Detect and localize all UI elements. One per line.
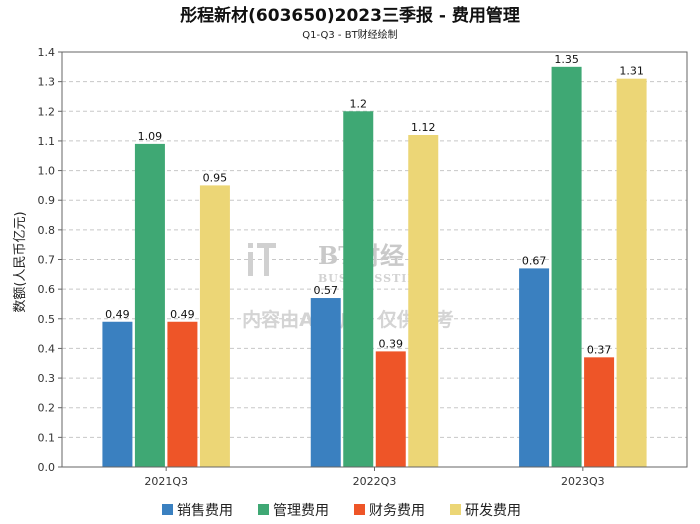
data-label: 0.37 — [587, 343, 612, 356]
legend-label: 财务费用 — [369, 503, 425, 519]
x-axis-ticks: 2021Q3 2022Q3 2023Q3 — [144, 467, 605, 488]
y-tick-label: 0.8 — [38, 224, 56, 237]
legend-label: 研发费用 — [465, 503, 521, 519]
bars — [102, 66, 647, 468]
legend-swatch — [258, 504, 269, 515]
y-tick-label: 0.6 — [38, 283, 56, 296]
y-tick-label: 0.3 — [38, 372, 56, 385]
bar — [519, 268, 550, 467]
y-tick-label: 0.7 — [38, 254, 56, 267]
bar — [584, 357, 615, 467]
data-label: 0.67 — [522, 254, 547, 267]
y-tick-label: 1.2 — [38, 105, 56, 118]
data-label: 0.39 — [379, 337, 404, 350]
legend-swatch — [354, 504, 365, 515]
bar — [551, 66, 582, 468]
chart-title: 彤程新材(603650)2023三季报 - 费用管理 — [180, 5, 520, 26]
data-label: 0.49 — [105, 308, 130, 321]
data-label: 0.95 — [203, 171, 228, 184]
y-tick-label: 0.5 — [38, 313, 56, 326]
chart-subtitle: Q1-Q3 - BT财经绘制 — [302, 28, 397, 41]
data-label: 1.09 — [138, 130, 163, 143]
y-tick-label: 0.9 — [38, 194, 56, 207]
legend-label: 管理费用 — [273, 503, 329, 519]
y-tick-label: 1.4 — [38, 46, 56, 59]
y-tick-label: 0.1 — [38, 431, 56, 444]
y-tick-label: 1.1 — [38, 135, 56, 148]
bar — [167, 321, 198, 467]
x-tick-label: 2022Q3 — [353, 475, 397, 488]
data-label: 1.2 — [350, 97, 368, 110]
bar — [102, 321, 133, 467]
bt-logo-icon — [248, 243, 276, 276]
legend-label: 销售费用 — [177, 503, 233, 519]
bar — [310, 298, 341, 467]
x-tick-label: 2023Q3 — [561, 475, 605, 488]
y-tick-label: 0.2 — [38, 402, 56, 415]
y-axis-ticks: 0.0 0.1 0.2 0.3 0.4 0.5 0.6 0.7 0.8 0.9 1.0 1.1 1.2 1… — [38, 46, 62, 474]
data-label: 0.57 — [314, 284, 339, 297]
data-label: 0.49 — [170, 308, 195, 321]
data-labels: 0.49 1.09 0.49 0.95 0.57 1.2 0.39 1.12 0.67 1.35 0… — [105, 53, 644, 357]
legend-swatch — [162, 504, 173, 515]
y-tick-label: 0.4 — [38, 342, 56, 355]
bar — [199, 185, 230, 467]
x-tick-label: 2021Q3 — [144, 475, 188, 488]
y-tick-label: 0.0 — [38, 461, 56, 474]
bar — [343, 111, 374, 468]
legend-swatch — [450, 504, 461, 515]
bar — [375, 351, 406, 467]
y-tick-label: 1.0 — [38, 165, 56, 178]
data-label: 1.12 — [411, 121, 436, 134]
bar — [408, 135, 439, 467]
bar — [134, 143, 165, 467]
bar — [616, 78, 647, 467]
grid — [62, 81, 687, 438]
y-axis-label: 数额(人民币亿元) — [13, 211, 28, 312]
data-label: 1.31 — [619, 65, 644, 78]
legend: 销售费用 管理费用 财务费用 研发费用 — [162, 503, 521, 519]
y-tick-label: 1.3 — [38, 76, 56, 89]
data-label: 1.35 — [554, 53, 579, 66]
